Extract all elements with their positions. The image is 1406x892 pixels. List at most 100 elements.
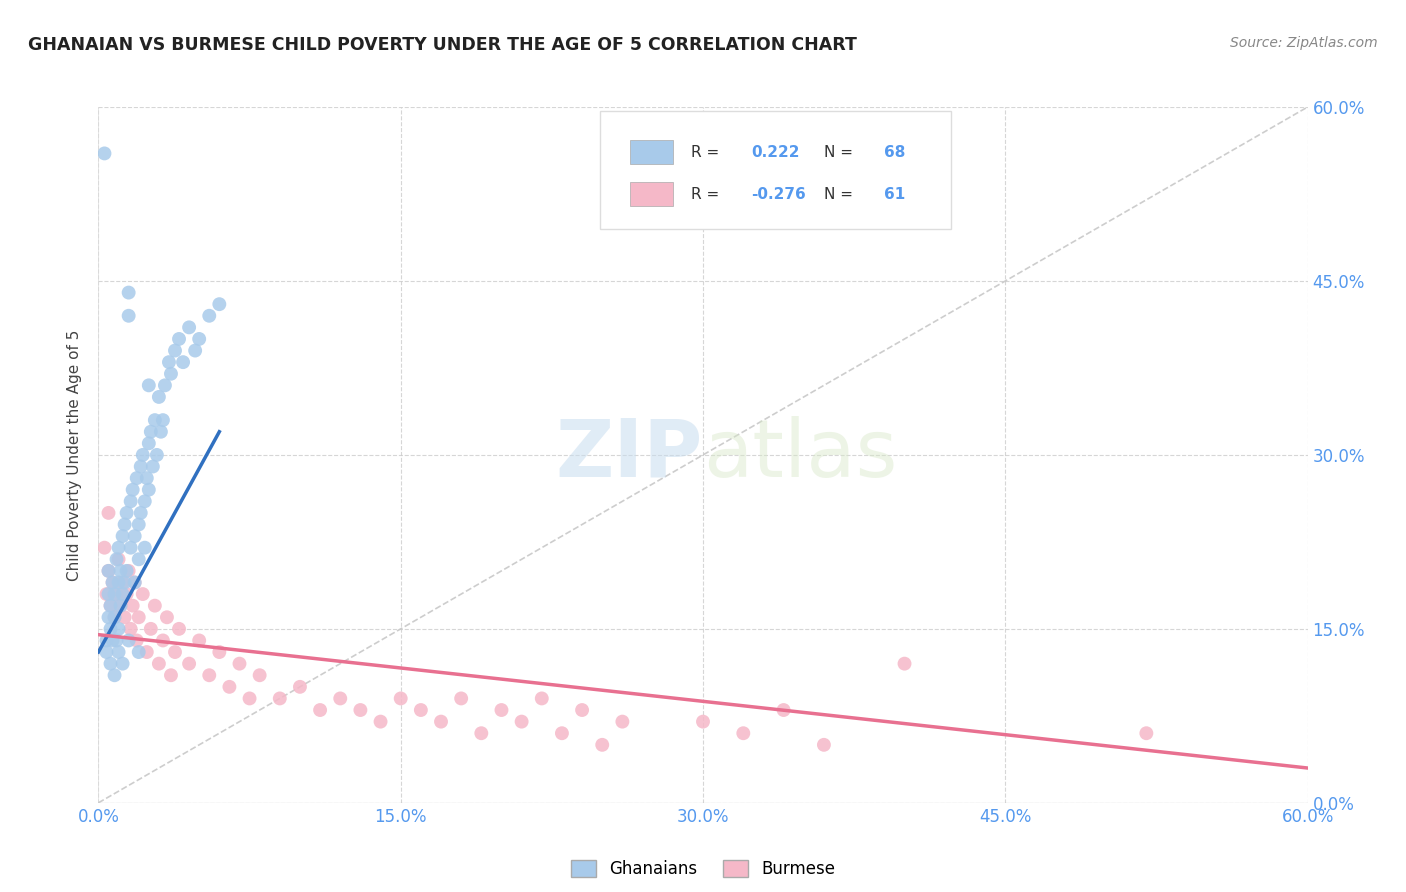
Point	[208, 645, 231, 659]
Point	[110, 599, 132, 613]
Point	[389, 691, 412, 706]
Point	[146, 448, 169, 462]
FancyBboxPatch shape	[600, 111, 950, 229]
Point	[121, 599, 143, 613]
Text: R =: R =	[690, 186, 718, 202]
Point	[100, 599, 122, 613]
Point	[105, 552, 128, 566]
Point	[138, 378, 160, 392]
Point	[370, 714, 392, 729]
Point	[103, 610, 125, 624]
Point	[157, 355, 180, 369]
Point	[591, 738, 613, 752]
Point	[97, 610, 120, 624]
Point	[134, 541, 156, 555]
Text: -0.276: -0.276	[751, 186, 806, 202]
Point	[115, 564, 138, 578]
Point	[153, 378, 176, 392]
Point	[118, 309, 141, 323]
Point	[430, 714, 453, 729]
Point	[156, 610, 179, 624]
Point	[208, 297, 231, 311]
Point	[134, 494, 156, 508]
Point	[129, 506, 152, 520]
Text: 61: 61	[884, 186, 905, 202]
Text: 0.222: 0.222	[751, 145, 800, 160]
Point	[772, 703, 794, 717]
Point	[97, 564, 120, 578]
Point	[111, 657, 134, 671]
Point	[139, 425, 162, 439]
Point	[510, 714, 533, 729]
Point	[813, 738, 835, 752]
Point	[124, 575, 146, 590]
Text: Source: ZipAtlas.com: Source: ZipAtlas.com	[1230, 36, 1378, 50]
Point	[142, 459, 165, 474]
Text: GHANAIAN VS BURMESE CHILD POVERTY UNDER THE AGE OF 5 CORRELATION CHART: GHANAIAN VS BURMESE CHILD POVERTY UNDER …	[28, 36, 858, 54]
Point	[125, 471, 148, 485]
Point	[121, 483, 143, 497]
Point	[125, 633, 148, 648]
Point	[160, 367, 183, 381]
Point	[450, 691, 472, 706]
Point	[118, 285, 141, 300]
Point	[188, 332, 211, 346]
Point	[97, 506, 120, 520]
Point	[269, 691, 291, 706]
Point	[249, 668, 271, 682]
Text: N =: N =	[824, 186, 853, 202]
Point	[143, 413, 166, 427]
Point	[132, 448, 155, 462]
Point	[101, 575, 124, 590]
Point	[148, 390, 170, 404]
Point	[101, 633, 124, 648]
Point	[167, 332, 190, 346]
Point	[124, 575, 146, 590]
FancyBboxPatch shape	[630, 182, 672, 206]
Point	[111, 575, 134, 590]
Point	[115, 587, 138, 601]
Point	[114, 610, 136, 624]
Point	[288, 680, 311, 694]
Point	[148, 657, 170, 671]
Point	[152, 633, 174, 648]
Point	[97, 587, 120, 601]
Text: N =: N =	[824, 145, 853, 160]
Point	[111, 587, 134, 601]
Point	[139, 622, 162, 636]
Point	[167, 622, 190, 636]
Point	[96, 587, 118, 601]
Y-axis label: Child Poverty Under the Age of 5: Child Poverty Under the Age of 5	[67, 329, 83, 581]
Text: ZIP: ZIP	[555, 416, 703, 494]
Point	[107, 552, 129, 566]
Point	[149, 425, 172, 439]
Point	[107, 645, 129, 659]
Point	[128, 610, 150, 624]
Point	[97, 564, 120, 578]
Point	[309, 703, 332, 717]
Point	[118, 633, 141, 648]
Point	[100, 599, 122, 613]
Point	[115, 506, 138, 520]
Point	[132, 587, 155, 601]
Point	[96, 633, 118, 648]
Point	[124, 529, 146, 543]
Point	[118, 564, 141, 578]
Point	[105, 587, 128, 601]
Point	[409, 703, 432, 717]
Point	[135, 645, 157, 659]
Point	[491, 703, 513, 717]
Point	[329, 691, 352, 706]
Point	[103, 610, 125, 624]
Point	[114, 517, 136, 532]
Point	[188, 633, 211, 648]
Point	[1135, 726, 1157, 740]
Point	[96, 645, 118, 659]
Point	[128, 552, 150, 566]
Point	[120, 541, 142, 555]
Point	[692, 714, 714, 729]
Point	[111, 529, 134, 543]
Point	[733, 726, 755, 740]
Point	[179, 657, 201, 671]
Point	[530, 691, 553, 706]
